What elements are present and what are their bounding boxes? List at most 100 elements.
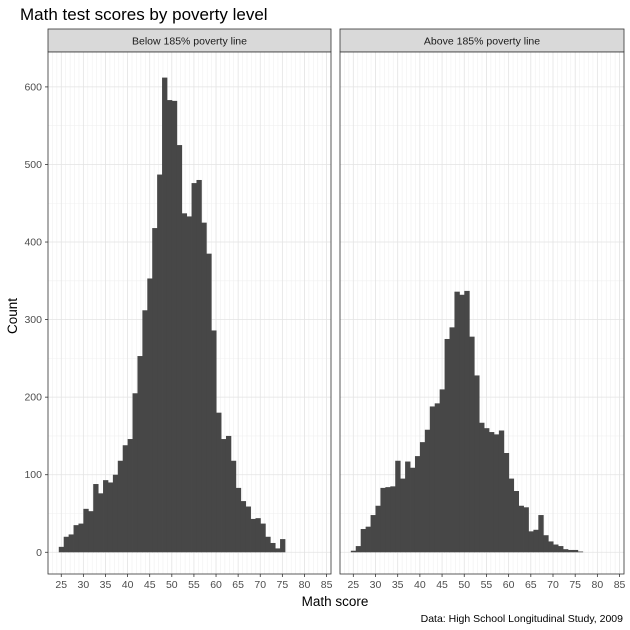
- histogram-bar: [375, 505, 381, 553]
- histogram-bar: [240, 501, 247, 553]
- histogram-bar: [513, 491, 520, 553]
- facet-panel-above-185: Above 185% poverty line 25 30 35 40 45 50 55 60 6…: [339, 28, 626, 591]
- histogram-bar: [88, 511, 94, 553]
- histogram-bar: [385, 487, 391, 553]
- histogram-bar: [567, 549, 574, 553]
- histogram-bar: [484, 428, 490, 553]
- x-tick-label: 30: [370, 579, 382, 591]
- x-tick-label: 85: [321, 579, 333, 591]
- x-tick-label: 75: [277, 579, 289, 591]
- histogram-bar: [107, 482, 114, 553]
- histogram-bar: [191, 183, 197, 553]
- histogram-bar: [265, 536, 271, 553]
- x-tick-label: 40: [122, 579, 134, 591]
- histogram-bar: [221, 439, 227, 553]
- x-tick-label: 25: [347, 579, 359, 591]
- histogram-bar: [166, 100, 173, 553]
- histogram-bar: [558, 546, 564, 553]
- y-tick-label: 300: [24, 314, 42, 326]
- histogram-bar: [78, 523, 84, 553]
- histogram-bar: [201, 222, 207, 553]
- y-tick-label: 500: [24, 159, 42, 171]
- histogram-bar: [63, 536, 70, 553]
- histogram-bar: [405, 461, 411, 553]
- histogram-bar: [577, 551, 584, 553]
- histogram-bar: [380, 487, 386, 553]
- y-tick-label: 100: [24, 469, 42, 481]
- x-tick-label: 60: [210, 579, 222, 591]
- histogram-bar: [260, 523, 266, 553]
- histogram-bar: [390, 486, 396, 553]
- histogram-bar: [395, 460, 401, 553]
- histogram-bar: [171, 100, 178, 553]
- histogram-bar: [235, 487, 242, 553]
- histogram-bar: [523, 507, 529, 553]
- histogram-bar: [414, 456, 421, 553]
- histogram-bar: [275, 548, 281, 553]
- x-axis-title: Math score: [302, 594, 369, 609]
- y-tick-label: 400: [24, 237, 42, 249]
- x-tick-label: 70: [254, 579, 266, 591]
- histogram-bar: [157, 174, 163, 553]
- histogram-bar: [58, 546, 65, 553]
- histogram-bar: [528, 531, 534, 553]
- x-tick-label: 80: [592, 579, 604, 591]
- histogram-bar: [142, 310, 148, 553]
- x-tick-label: 50: [458, 579, 470, 591]
- panel-border: [339, 51, 625, 575]
- histogram-bar: [538, 515, 544, 553]
- x-tick-label: 60: [503, 579, 515, 591]
- histogram-bar: [132, 393, 138, 553]
- histogram-bar: [439, 389, 445, 553]
- x-tick-label: 65: [525, 579, 537, 591]
- histogram-bar: [112, 474, 119, 553]
- histogram-bar: [206, 253, 212, 553]
- y-axis-title: Count: [5, 298, 20, 334]
- x-tick-label: 75: [569, 579, 581, 591]
- histogram-bar: [548, 541, 554, 553]
- x-tick-label: 80: [299, 579, 311, 591]
- facet-panel-below-185: Below 185% poverty line 25 30 35 40 45 50 55 60 6…: [24, 28, 333, 591]
- histogram-bar: [459, 294, 465, 553]
- histogram-bar: [553, 544, 559, 553]
- histogram-bar: [419, 442, 426, 553]
- histogram-bar: [493, 434, 500, 553]
- histogram-bar: [543, 535, 549, 553]
- histogram-bar: [444, 338, 450, 553]
- histogram-bar: [498, 430, 505, 553]
- histogram-bar: [454, 291, 460, 553]
- histogram-bar: [488, 432, 495, 553]
- histogram-bar: [176, 145, 183, 553]
- histogram-bar: [186, 216, 192, 553]
- histogram-bar: [68, 534, 74, 553]
- histogram-bar: [270, 542, 276, 553]
- x-tick-label: 45: [144, 579, 156, 591]
- facet-strip-label: Below 185% poverty line: [132, 36, 247, 48]
- histogram-bar: [508, 478, 515, 553]
- histogram-bar: [98, 493, 104, 553]
- histogram-bar: [211, 330, 217, 553]
- histogram-bar: [225, 435, 232, 553]
- chart-title: Math test scores by poverty level: [20, 5, 268, 24]
- x-tick-label: 35: [392, 579, 404, 591]
- histogram-bar: [216, 412, 222, 553]
- histogram-bar: [280, 539, 286, 553]
- histogram-bar: [181, 213, 188, 553]
- x-tick-label: 85: [614, 579, 626, 591]
- histogram-bar: [93, 484, 99, 553]
- histogram-bar: [117, 460, 124, 553]
- x-tick-label: 55: [481, 579, 493, 591]
- data-source-caption: Data: High School Longitudinal Study, 20…: [421, 613, 624, 625]
- histogram-bar: [230, 460, 237, 553]
- histogram-bar: [83, 508, 89, 553]
- histogram-bar: [137, 356, 143, 553]
- histogram-bar: [103, 480, 109, 553]
- histogram-bar: [152, 228, 158, 553]
- histogram-bar: [370, 515, 376, 553]
- histogram-bar: [533, 529, 539, 553]
- histogram-bar: [350, 550, 357, 553]
- histogram-bar: [503, 453, 510, 553]
- histogram-bar: [250, 518, 256, 553]
- histogram-bar: [196, 179, 202, 553]
